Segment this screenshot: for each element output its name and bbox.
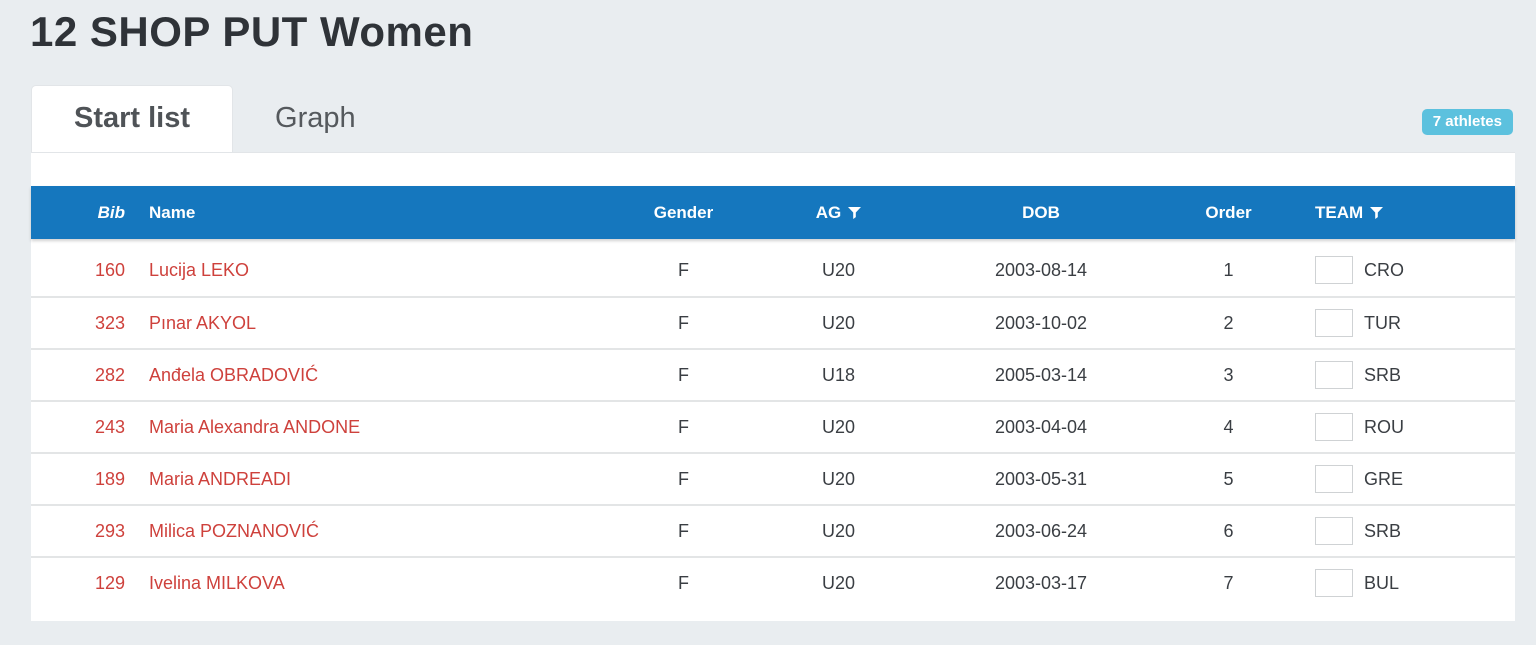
athlete-name-link[interactable]: Ivelina MILKOVA	[149, 572, 285, 593]
team-code: TUR	[1364, 312, 1401, 333]
athlete-order: 6	[1223, 520, 1234, 541]
athlete-team-cell: ROU	[1276, 413, 1515, 441]
team-flag-placeholder	[1315, 361, 1353, 389]
athlete-dob: 2003-05-31	[994, 468, 1088, 489]
tab-graph[interactable]: Graph	[233, 85, 398, 152]
athlete-name-link[interactable]: Maria Alexandra ANDONE	[149, 416, 361, 437]
athlete-bib-link[interactable]: 243	[94, 416, 125, 437]
athlete-team-cell: SRB	[1276, 517, 1515, 545]
tab-bar: Start list Graph 7 athletes	[0, 85, 1536, 152]
athlete-bib-link[interactable]: 323	[94, 312, 125, 333]
team-code: SRB	[1364, 520, 1402, 541]
start-list-body: 160 Lucija LEKO F U20 2003-08-14 1 CRO 3…	[31, 244, 1515, 608]
athlete-gender: F	[678, 572, 689, 593]
athlete-age-group: U20	[821, 468, 856, 489]
athlete-order: 7	[1223, 572, 1234, 593]
athlete-age-group: U18	[821, 364, 856, 385]
column-header-name: Name	[149, 202, 196, 222]
tab-graph-label: Graph	[275, 102, 356, 134]
athlete-gender: F	[678, 520, 689, 541]
athletes-count-badge: 7 athletes	[1421, 109, 1513, 135]
athlete-bib-link[interactable]: 282	[94, 364, 125, 385]
athlete-name-link[interactable]: Lucija LEKO	[149, 259, 250, 280]
column-header-dob: DOB	[1022, 202, 1060, 222]
team-flag-placeholder	[1315, 256, 1353, 284]
ag-filter-icon[interactable]	[848, 206, 862, 219]
athlete-gender: F	[678, 259, 689, 280]
column-header-ag[interactable]: AG	[776, 203, 901, 223]
tab-start-list[interactable]: Start list	[31, 85, 234, 152]
athlete-team-cell: SRB	[1276, 361, 1515, 389]
column-header-team[interactable]: TEAM	[1276, 203, 1515, 223]
page-title: 12 SHOP PUT Women	[30, 8, 474, 55]
team-flag-placeholder	[1315, 569, 1353, 597]
athlete-gender: F	[678, 364, 689, 385]
athlete-bib-link[interactable]: 160	[94, 259, 125, 280]
athlete-bib-link[interactable]: 293	[94, 520, 125, 541]
athlete-age-group: U20	[821, 572, 856, 593]
athlete-dob: 2003-06-24	[994, 520, 1088, 541]
table-row: 293 Milica POZNANOVIĆ F U20 2003-06-24 6…	[31, 504, 1515, 556]
athlete-age-group: U20	[821, 312, 856, 333]
tab-start-list-label: Start list	[74, 102, 191, 134]
team-filter-icon[interactable]	[1370, 206, 1384, 219]
table-row: 129 Ivelina MILKOVA F U20 2003-03-17 7 B…	[31, 556, 1515, 608]
athlete-gender: F	[678, 312, 689, 333]
athlete-name-link[interactable]: Anđela OBRADOVIĆ	[149, 364, 319, 385]
athlete-dob: 2003-04-04	[994, 416, 1088, 437]
column-header-gender: Gender	[653, 202, 714, 222]
start-list-panel: Bib Name Gender AG DOB Order TEAM 160 Lu…	[31, 152, 1515, 621]
column-header-bib: Bib	[97, 202, 125, 222]
athlete-gender: F	[678, 416, 689, 437]
athlete-name-link[interactable]: Milica POZNANOVIĆ	[149, 520, 320, 541]
athlete-dob: 2003-10-02	[994, 312, 1088, 333]
table-row: 160 Lucija LEKO F U20 2003-08-14 1 CRO	[31, 244, 1515, 296]
athlete-bib-link[interactable]: 129	[94, 572, 125, 593]
athlete-dob: 2003-08-14	[994, 259, 1088, 280]
athlete-team-cell: BUL	[1276, 569, 1515, 597]
athlete-order: 5	[1223, 468, 1234, 489]
athlete-order: 4	[1223, 416, 1234, 437]
athlete-team-cell: GRE	[1276, 465, 1515, 493]
team-flag-placeholder	[1315, 413, 1353, 441]
athlete-team-cell: CRO	[1276, 256, 1515, 284]
table-header-row: Bib Name Gender AG DOB Order TEAM	[31, 186, 1515, 239]
team-code: ROU	[1364, 416, 1404, 437]
team-flag-placeholder	[1315, 309, 1353, 337]
athlete-age-group: U20	[821, 259, 856, 280]
table-row: 189 Maria ANDREADI F U20 2003-05-31 5 GR…	[31, 452, 1515, 504]
table-row: 282 Anđela OBRADOVIĆ F U18 2005-03-14 3 …	[31, 348, 1515, 400]
team-code: GRE	[1364, 468, 1404, 489]
athlete-age-group: U20	[821, 520, 856, 541]
athlete-bib-link[interactable]: 189	[94, 468, 125, 489]
team-code: CRO	[1364, 259, 1404, 280]
table-row: 243 Maria Alexandra ANDONE F U20 2003-04…	[31, 400, 1515, 452]
team-code: BUL	[1364, 572, 1400, 593]
team-code: SRB	[1364, 364, 1402, 385]
column-header-order: Order	[1205, 202, 1252, 222]
athlete-name-link[interactable]: Pınar AKYOL	[149, 312, 257, 333]
team-flag-placeholder	[1315, 465, 1353, 493]
athlete-order: 1	[1223, 259, 1234, 280]
athlete-age-group: U20	[821, 416, 856, 437]
table-row: 323 Pınar AKYOL F U20 2003-10-02 2 TUR	[31, 296, 1515, 348]
athlete-dob: 2005-03-14	[994, 364, 1088, 385]
athlete-name-link[interactable]: Maria ANDREADI	[149, 468, 292, 489]
athlete-dob: 2003-03-17	[994, 572, 1088, 593]
team-flag-placeholder	[1315, 517, 1353, 545]
athlete-gender: F	[678, 468, 689, 489]
athlete-order: 3	[1223, 364, 1234, 385]
athlete-team-cell: TUR	[1276, 309, 1515, 337]
athlete-order: 2	[1223, 312, 1234, 333]
